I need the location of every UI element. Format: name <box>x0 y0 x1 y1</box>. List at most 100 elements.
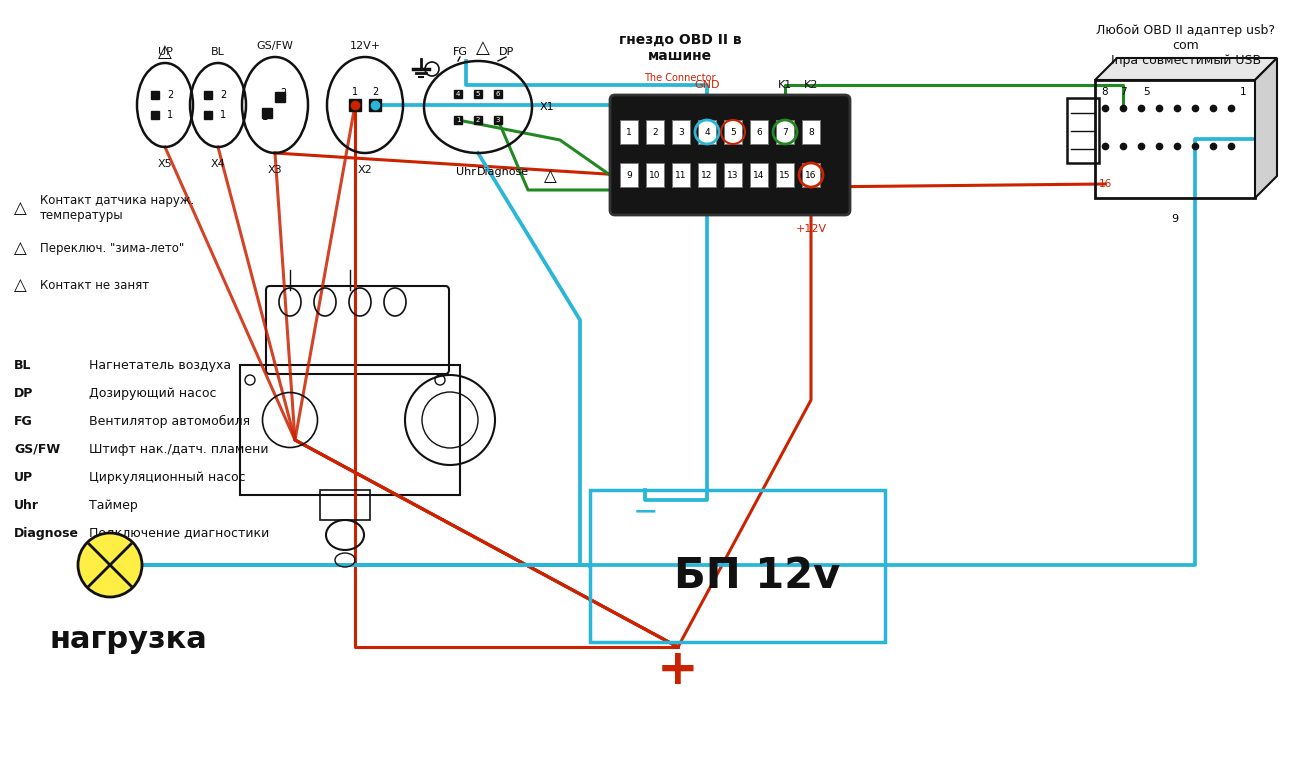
Text: DP: DP <box>498 47 514 57</box>
Text: Любой OBD II адаптер usb?
com
Inpa совместимый USB: Любой OBD II адаптер usb? com Inpa совме… <box>1096 24 1275 66</box>
Bar <box>620 163 638 187</box>
Text: X2: X2 <box>357 165 373 175</box>
Text: △: △ <box>14 276 26 294</box>
Text: GND: GND <box>695 80 719 90</box>
Bar <box>672 163 691 187</box>
Text: 8: 8 <box>808 128 814 137</box>
Bar <box>1067 98 1099 163</box>
Text: БП 12v: БП 12v <box>674 555 840 597</box>
Polygon shape <box>1095 58 1277 80</box>
Text: 5: 5 <box>1143 87 1150 97</box>
Text: 14: 14 <box>753 170 765 180</box>
Text: 16: 16 <box>806 170 816 180</box>
Text: The Connector: The Connector <box>645 73 715 83</box>
Text: Подключение диагностики: Подключение диагностики <box>89 526 269 539</box>
Text: 9: 9 <box>1172 214 1179 224</box>
Text: DP: DP <box>14 387 34 400</box>
Polygon shape <box>1254 58 1277 198</box>
Text: 5: 5 <box>476 91 480 97</box>
Text: 8: 8 <box>1101 87 1108 97</box>
Text: UP: UP <box>157 47 173 57</box>
Bar <box>802 163 820 187</box>
Text: X5: X5 <box>158 159 173 169</box>
Text: Циркуляционный насос: Циркуляционный насос <box>89 471 246 484</box>
Text: 1: 1 <box>262 112 268 122</box>
FancyBboxPatch shape <box>610 95 850 215</box>
Text: 7: 7 <box>782 128 787 137</box>
Bar <box>239 365 460 495</box>
Text: +: + <box>657 646 698 694</box>
Text: UP: UP <box>14 471 33 484</box>
Bar <box>776 120 794 144</box>
Text: 12: 12 <box>701 170 713 180</box>
Text: Штифт нак./датч. пламени: Штифт нак./датч. пламени <box>89 442 268 455</box>
Bar <box>776 163 794 187</box>
Bar <box>749 120 768 144</box>
Text: 6: 6 <box>496 91 500 97</box>
Text: 1: 1 <box>167 110 173 120</box>
Text: Контакт датчика наруж.
температуры: Контакт датчика наруж. температуры <box>41 194 195 222</box>
Text: K1: K1 <box>778 80 793 90</box>
Text: X4: X4 <box>211 159 225 169</box>
Text: 2: 2 <box>280 88 286 98</box>
Bar <box>725 163 742 187</box>
Text: 4: 4 <box>704 128 710 137</box>
Text: △: △ <box>158 43 171 61</box>
Text: 16: 16 <box>1099 179 1112 189</box>
Text: GS/FW: GS/FW <box>14 442 60 455</box>
Text: Переключ. "зима-лето": Переключ. "зима-лето" <box>41 241 184 254</box>
Text: нагрузка: нагрузка <box>50 626 208 655</box>
Text: FG: FG <box>453 47 467 57</box>
Bar <box>802 120 820 144</box>
Text: 2: 2 <box>220 90 226 100</box>
Text: Diagnose: Diagnose <box>14 526 78 539</box>
Text: Дозирующий насос: Дозирующий насос <box>89 387 217 400</box>
Text: X3: X3 <box>268 165 283 175</box>
Text: 9: 9 <box>627 170 632 180</box>
Text: Таймер: Таймер <box>89 498 137 512</box>
Text: △: △ <box>14 239 26 257</box>
Text: K2: K2 <box>804 80 819 90</box>
Bar <box>698 120 715 144</box>
Text: BL: BL <box>14 358 31 371</box>
Text: 1: 1 <box>455 117 460 123</box>
Bar <box>646 120 664 144</box>
Text: 12V+: 12V+ <box>349 41 381 51</box>
Text: 13: 13 <box>727 170 739 180</box>
Text: 6: 6 <box>756 128 761 137</box>
Bar <box>320 490 370 520</box>
Text: 1: 1 <box>352 87 358 97</box>
Bar <box>1095 80 1254 198</box>
Text: 2: 2 <box>653 128 658 137</box>
Text: 2: 2 <box>371 87 378 97</box>
Bar <box>620 120 638 144</box>
Text: △: △ <box>476 39 490 57</box>
Bar <box>749 163 768 187</box>
Bar <box>590 490 886 642</box>
Text: 10: 10 <box>649 170 661 180</box>
Text: гнездо OBD II в
машине: гнездо OBD II в машине <box>619 33 742 63</box>
Text: Uhr: Uhr <box>14 498 39 512</box>
Text: X1: X1 <box>540 102 555 112</box>
Text: 3: 3 <box>678 128 684 137</box>
Text: 1: 1 <box>627 128 632 137</box>
Bar <box>698 163 715 187</box>
Text: 5: 5 <box>730 128 736 137</box>
Text: FG: FG <box>14 415 33 428</box>
Text: 11: 11 <box>675 170 687 180</box>
Text: 7: 7 <box>1120 87 1126 97</box>
Text: Uhr: Uhr <box>456 167 476 177</box>
Text: 4: 4 <box>455 91 460 97</box>
Text: 1: 1 <box>1240 87 1247 97</box>
Text: 15: 15 <box>780 170 791 180</box>
Text: 2: 2 <box>476 117 480 123</box>
Text: Diagnose: Diagnose <box>477 167 528 177</box>
Text: △: △ <box>14 199 26 217</box>
Text: Нагнетатель воздуха: Нагнетатель воздуха <box>89 358 232 371</box>
Bar <box>672 120 691 144</box>
Circle shape <box>78 533 143 597</box>
Text: GS/FW: GS/FW <box>256 41 293 51</box>
Text: △: △ <box>544 167 556 185</box>
Text: 1: 1 <box>220 110 226 120</box>
Bar <box>725 120 742 144</box>
